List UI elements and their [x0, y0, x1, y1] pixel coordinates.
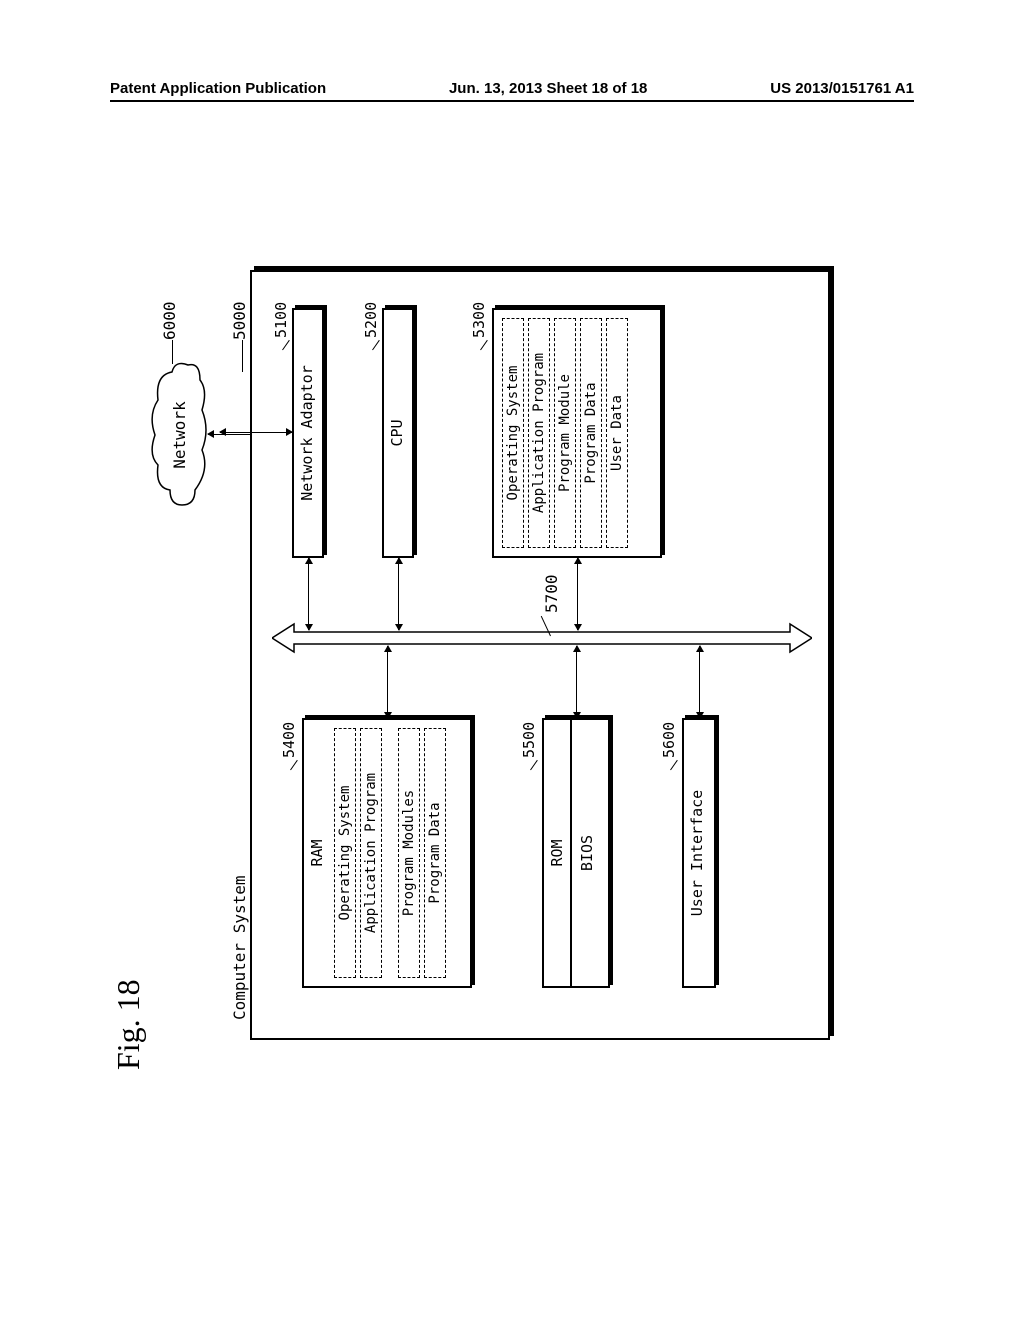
- figure-label: Fig. 18: [110, 979, 147, 1070]
- ram-item-os: Operating System: [334, 728, 356, 978]
- storage-item-app: Application Program: [528, 318, 550, 548]
- storage-item-udata: User Data: [606, 318, 628, 548]
- ui-block: User Interface: [682, 718, 716, 988]
- lead-5400: [290, 760, 298, 770]
- rom-label: ROM: [544, 720, 570, 986]
- network-cloud: Network: [150, 360, 210, 510]
- header-left: Patent Application Publication: [110, 80, 326, 97]
- ram-label: RAM: [304, 720, 330, 986]
- lead-5200: [372, 340, 380, 350]
- header-center: Jun. 13, 2013 Sheet 18 of 18: [449, 80, 647, 97]
- lead-5000: [242, 340, 244, 372]
- ref-5100: 5100: [272, 302, 290, 338]
- ram-block: RAM Operating System Application Program…: [302, 718, 472, 988]
- cpu-label: CPU: [384, 310, 410, 556]
- network-adaptor-block: Network Adaptor: [292, 308, 324, 558]
- rom-block: ROM BIOS: [542, 718, 610, 988]
- lead-5500: [530, 760, 538, 770]
- ref-5700: 5700: [542, 574, 561, 613]
- storage-item-pdata: Program Data: [580, 318, 602, 548]
- ui-label: User Interface: [684, 720, 710, 986]
- computer-system-label: Computer System: [230, 876, 249, 1021]
- ref-5400: 5400: [280, 722, 298, 758]
- network-label: Network: [170, 360, 189, 510]
- connector-ui: [699, 646, 700, 718]
- lead-5600: [670, 760, 678, 770]
- ram-item-pdata: Program Data: [424, 728, 446, 978]
- connector-cpu: [398, 558, 399, 630]
- storage-item-mod: Program Module: [554, 318, 576, 548]
- bus-icon: [272, 618, 812, 658]
- ref-6000: 6000: [160, 301, 179, 340]
- ref-5200: 5200: [362, 302, 380, 338]
- lead-5300: [480, 340, 488, 350]
- connector-rom: [576, 646, 577, 718]
- storage-item-os: Operating System: [502, 318, 524, 548]
- ram-item-app: Application Program: [360, 728, 382, 978]
- figure-area: Fig. 18 Network 6000 Computer System 500…: [100, 200, 920, 1100]
- page-header: Patent Application Publication Jun. 13, …: [110, 80, 914, 102]
- ref-5600: 5600: [660, 722, 678, 758]
- ram-item-mod: Program Modules: [398, 728, 420, 978]
- cpu-block: CPU: [382, 308, 414, 558]
- connector-net-adaptor: [308, 558, 309, 630]
- lead-6000: [172, 340, 174, 364]
- computer-system-box: 5700 Network Adaptor 5100 CPU 5200 Opera…: [250, 270, 830, 1040]
- rotated-figure: Fig. 18 Network 6000 Computer System 500…: [100, 200, 920, 1100]
- connector-storage: [577, 558, 578, 630]
- ref-5300: 5300: [470, 302, 488, 338]
- connector-net-adaptor-top: [220, 432, 292, 433]
- storage-block: Operating System Application Program Pro…: [492, 308, 662, 558]
- lead-5100: [282, 340, 290, 350]
- ref-5000: 5000: [230, 301, 249, 340]
- bios-label: BIOS: [570, 720, 602, 986]
- network-adaptor-label: Network Adaptor: [294, 310, 320, 556]
- header-right: US 2013/0151761 A1: [770, 80, 914, 97]
- ref-5500: 5500: [520, 722, 538, 758]
- connector-ram: [387, 646, 388, 718]
